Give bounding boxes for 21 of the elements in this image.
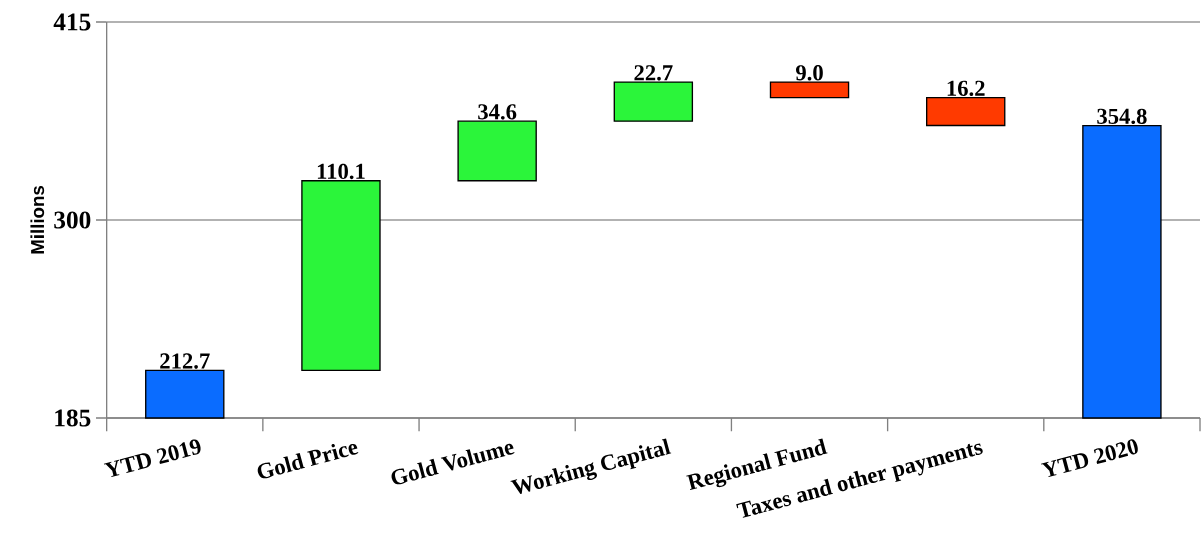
bar [457, 120, 537, 182]
data-label: 34.6 [478, 104, 517, 120]
bar [301, 180, 381, 371]
y-tick-label: 300 [54, 211, 91, 229]
data-label: 22.7 [634, 65, 673, 81]
y-tick-label: 185 [55, 409, 91, 427]
bar [145, 369, 225, 419]
data-label: 9.0 [795, 65, 823, 81]
y-tick-label: 415 [53, 13, 91, 31]
bar [1082, 124, 1162, 419]
bar [613, 81, 694, 122]
x-tick-label: YTD 2019 [103, 439, 201, 478]
data-label: 212.7 [160, 353, 210, 369]
x-tick-label: Gold Price [257, 443, 359, 479]
bar [926, 96, 1006, 127]
x-tick-label: YTD 2020 [1041, 439, 1138, 478]
y-axis-title: Millions [30, 186, 45, 254]
data-label: 110.1 [317, 163, 365, 180]
data-label: 16.2 [947, 80, 985, 96]
data-label: 354.8 [1097, 108, 1147, 125]
bar [769, 81, 850, 99]
